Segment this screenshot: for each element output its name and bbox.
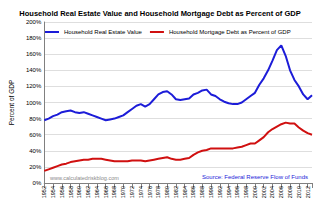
svg-text:www.calculatedriskblog.com: www.calculatedriskblog.com xyxy=(49,175,119,181)
svg-text:2008: 2008 xyxy=(287,186,293,198)
svg-text:80%: 80% xyxy=(29,116,42,122)
svg-text:2012: 2012 xyxy=(305,186,311,198)
svg-text:200%: 200% xyxy=(26,19,42,25)
svg-text:1986: 1986 xyxy=(190,186,196,198)
svg-text:Source: Federal Reserve Flow o: Source: Federal Reserve Flow of Funds xyxy=(202,174,308,180)
svg-text:180%: 180% xyxy=(26,35,42,41)
svg-text:1960: 1960 xyxy=(76,186,82,198)
svg-text:20%: 20% xyxy=(29,164,42,170)
svg-text:Household Real Estate Value: Household Real Estate Value xyxy=(64,29,143,35)
svg-text:1998: 1998 xyxy=(243,186,249,198)
svg-text:Household Real Estate Value an: Household Real Estate Value and Househol… xyxy=(19,9,300,18)
svg-text:2010: 2010 xyxy=(296,186,302,198)
svg-text:1966: 1966 xyxy=(103,186,109,198)
svg-text:1984: 1984 xyxy=(182,186,188,198)
svg-text:1968: 1968 xyxy=(111,186,117,198)
svg-text:1956: 1956 xyxy=(59,186,65,198)
svg-text:2002: 2002 xyxy=(261,186,267,198)
svg-text:1994: 1994 xyxy=(226,186,232,198)
svg-text:100%: 100% xyxy=(26,100,42,106)
svg-text:120%: 120% xyxy=(26,83,42,89)
svg-text:160%: 160% xyxy=(26,51,42,57)
svg-text:1952: 1952 xyxy=(41,186,47,198)
svg-text:1976: 1976 xyxy=(147,186,153,198)
svg-text:1964: 1964 xyxy=(94,186,100,198)
svg-text:140%: 140% xyxy=(26,67,42,73)
svg-text:1992: 1992 xyxy=(217,186,223,198)
svg-text:1996: 1996 xyxy=(234,186,240,198)
svg-text:0%: 0% xyxy=(33,180,42,186)
svg-text:1958: 1958 xyxy=(68,186,74,198)
svg-text:60%: 60% xyxy=(29,132,42,138)
svg-text:2000: 2000 xyxy=(252,186,258,198)
svg-text:1982: 1982 xyxy=(173,186,179,198)
svg-text:1972: 1972 xyxy=(129,186,135,198)
svg-text:2004: 2004 xyxy=(269,186,275,198)
svg-text:Percent of GDP: Percent of GDP xyxy=(8,80,15,126)
svg-text:1962: 1962 xyxy=(85,186,91,198)
svg-text:1970: 1970 xyxy=(120,186,126,198)
svg-text:1974: 1974 xyxy=(138,186,144,198)
svg-text:1990: 1990 xyxy=(208,186,214,198)
svg-text:2006: 2006 xyxy=(278,186,284,198)
svg-text:1978: 1978 xyxy=(155,186,161,198)
svg-text:Household Mortgage Debt as Per: Household Mortgage Debt as Percent of GD… xyxy=(169,29,291,35)
svg-text:1988: 1988 xyxy=(199,186,205,198)
svg-text:1954: 1954 xyxy=(50,186,56,198)
svg-text:1980: 1980 xyxy=(164,186,170,198)
svg-text:40%: 40% xyxy=(29,148,42,154)
